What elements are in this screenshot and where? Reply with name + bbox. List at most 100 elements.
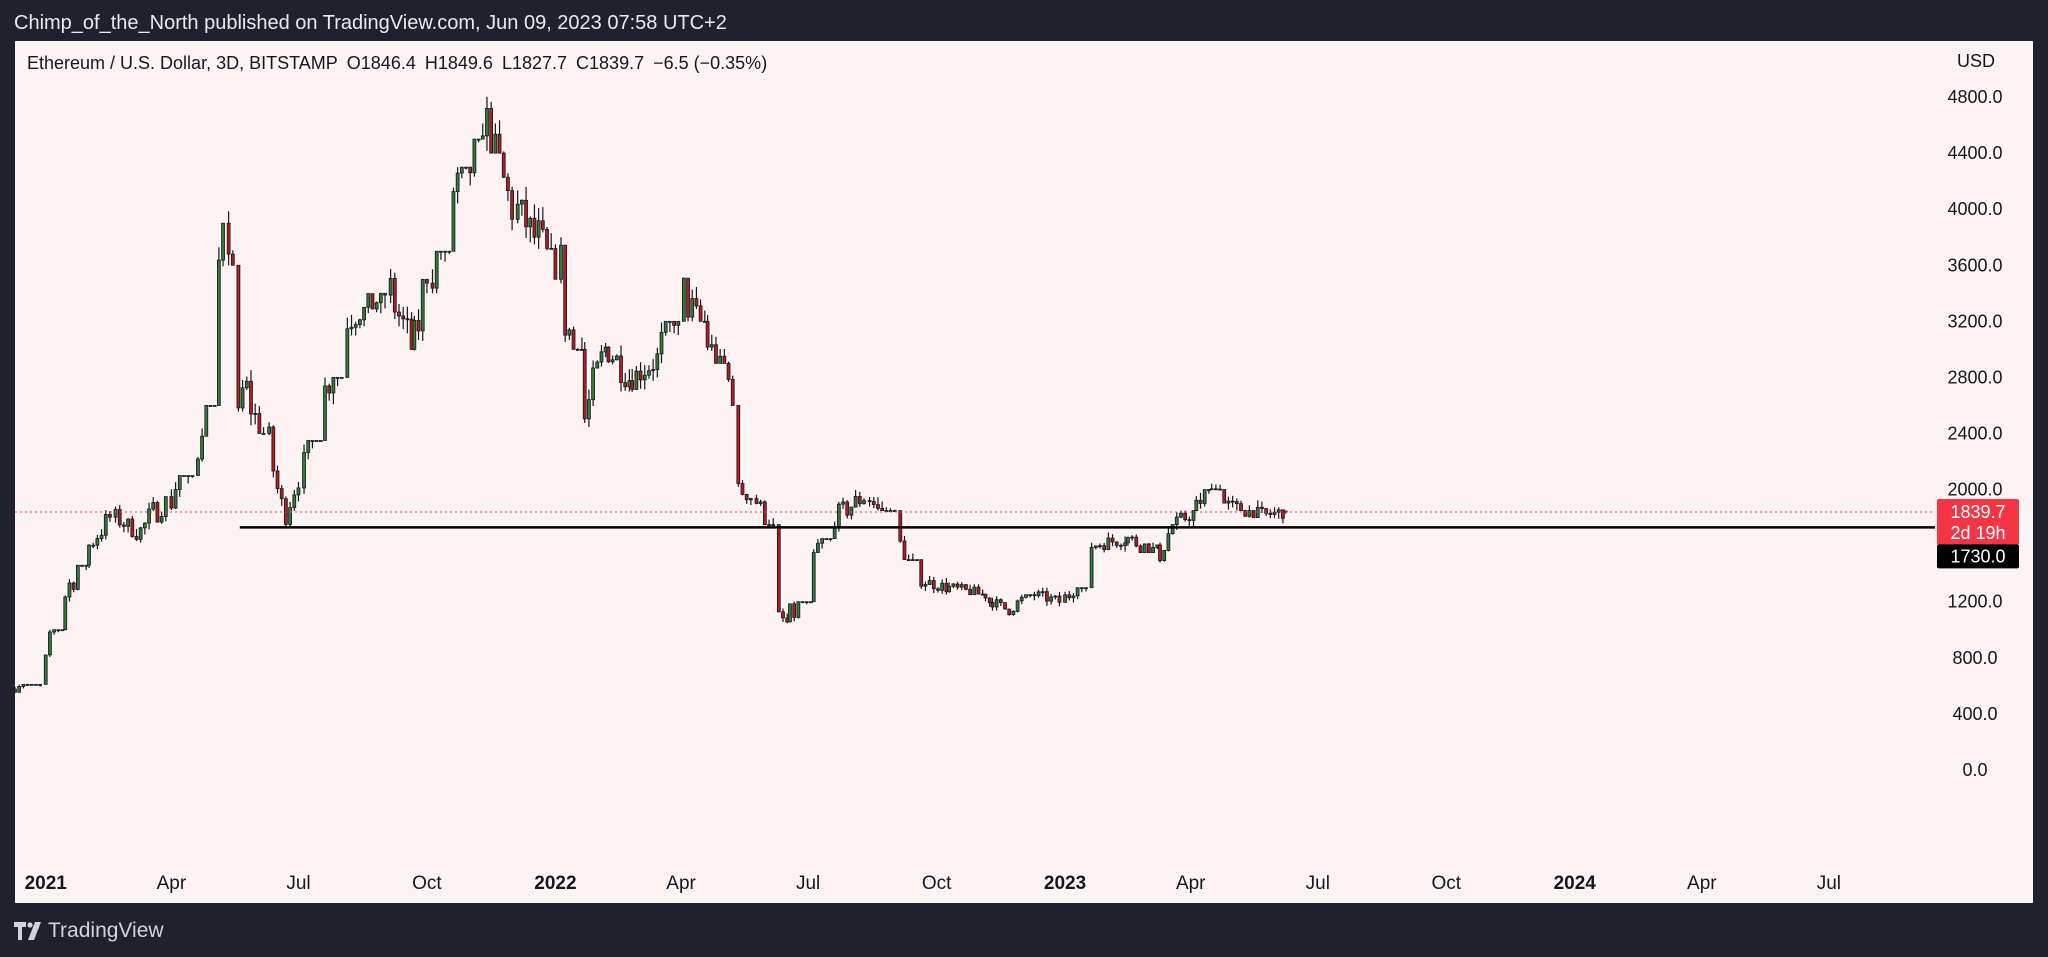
candle <box>476 138 481 143</box>
candle-body-up <box>515 203 520 220</box>
candle-body-up <box>43 654 48 685</box>
candle <box>1247 505 1252 518</box>
candle <box>553 244 558 280</box>
candle-body-up <box>1036 591 1041 597</box>
candle <box>1166 527 1171 552</box>
candle-body-down <box>630 380 635 390</box>
candle <box>804 601 809 605</box>
candle <box>931 576 936 594</box>
candle <box>99 529 104 542</box>
candle <box>1003 602 1007 610</box>
candle-body-down <box>740 483 745 495</box>
candle <box>63 595 68 631</box>
candle <box>275 465 280 494</box>
candle-body-up <box>459 166 464 174</box>
candle <box>824 538 829 541</box>
candle-body-up <box>447 250 452 253</box>
candle-body-up <box>113 509 118 518</box>
candle-body-up <box>443 250 447 253</box>
candle <box>38 683 43 687</box>
candle <box>1049 593 1053 605</box>
candle <box>1093 545 1098 550</box>
candle-body-up <box>587 399 591 420</box>
candle <box>702 310 707 323</box>
candle-body-down <box>236 264 241 409</box>
candle <box>947 582 952 593</box>
candle-body-up <box>186 475 191 477</box>
candle-body-down <box>990 602 995 608</box>
candle-body-down <box>983 593 988 599</box>
candle-body-up <box>21 683 26 687</box>
candle-body-up <box>888 510 893 512</box>
candle-body-down <box>275 470 280 489</box>
candle-body-up <box>599 351 604 363</box>
candle <box>528 216 533 243</box>
candle-body-up <box>668 320 672 323</box>
candle-body-down <box>968 588 972 596</box>
candle-body-down <box>497 133 502 154</box>
candle <box>485 96 489 151</box>
candle <box>71 581 76 593</box>
price-tick-label: 400.0 <box>1952 704 1997 724</box>
candle <box>113 506 118 523</box>
time-axis: 2021 Apr Jul Oct 2022 Apr Jul Oct 2023 Apr Jul Oct 2… <box>25 873 1841 894</box>
candle-body-down <box>230 253 235 266</box>
symbol-legend[interactable]: Ethereum / U.S. Dollar, 3D, BITSTAMP O18… <box>27 53 771 74</box>
price-chart[interactable]: 0.0400.0800.01200.01600.02000.02400.0280… <box>15 41 2033 903</box>
candle <box>663 320 668 336</box>
candle-body-up <box>240 387 245 409</box>
candle <box>730 375 735 406</box>
candle-body-down <box>1239 503 1243 511</box>
candle <box>1089 542 1094 589</box>
candle-body-down <box>1134 536 1139 547</box>
tradingview-logo[interactable]: TradingView <box>14 919 164 943</box>
candle <box>1123 536 1127 552</box>
candle-body-down <box>686 277 690 318</box>
candle <box>762 500 767 525</box>
candle-body-up <box>690 298 695 318</box>
price-tick-label: 4400.0 <box>1947 143 2002 163</box>
candle <box>1191 510 1196 527</box>
candle <box>182 475 186 477</box>
candle-body-up <box>302 452 306 489</box>
candle <box>472 138 477 177</box>
currency-label[interactable]: USD <box>1957 51 1996 71</box>
candle-body-down <box>1114 541 1119 546</box>
candle <box>302 444 306 494</box>
candle <box>676 320 681 336</box>
candle-body-down <box>1003 602 1007 610</box>
candle-body-up <box>48 631 52 656</box>
candle-body-up <box>591 367 595 401</box>
candle <box>271 425 276 478</box>
time-tick-year: 2021 <box>25 873 68 894</box>
price-tick-label: 4000.0 <box>1947 199 2002 219</box>
chart-frame[interactable]: 0.0400.0800.01200.01600.02000.02400.0280… <box>15 41 2033 903</box>
candle-body-up <box>318 440 323 442</box>
candles-layer <box>15 96 1288 693</box>
candle-body-up <box>253 413 258 415</box>
candle <box>1084 587 1088 592</box>
candle-body-up <box>1209 488 1214 491</box>
candle-body-up <box>388 278 393 296</box>
candle <box>582 342 587 423</box>
candle-body-up <box>142 522 147 529</box>
candle-body-down <box>726 362 731 380</box>
candle <box>540 207 545 233</box>
candle-body-down <box>1222 489 1227 504</box>
candle-body-up <box>63 596 68 631</box>
candle-body-up <box>56 629 61 632</box>
candle <box>374 301 379 313</box>
candle <box>1063 591 1067 603</box>
support-price-badge <box>1937 544 2019 569</box>
candle <box>163 496 168 522</box>
candle <box>892 509 897 512</box>
candle <box>257 406 262 434</box>
candle-body-down <box>619 355 623 384</box>
candle-body-up <box>892 510 897 512</box>
candle-body-up <box>34 683 38 686</box>
candle-body-up <box>95 538 100 546</box>
candle <box>1218 484 1222 491</box>
candle-body-up <box>906 559 911 562</box>
candle <box>447 250 452 255</box>
candle <box>130 515 135 538</box>
